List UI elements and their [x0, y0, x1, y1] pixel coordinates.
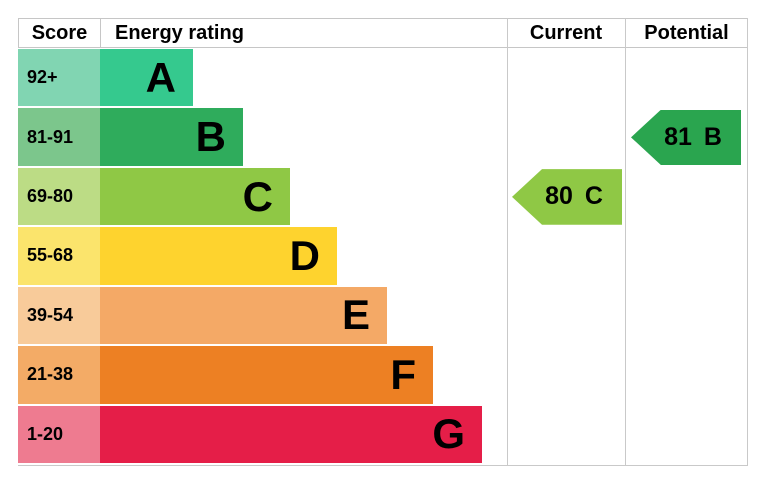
band-letter: E: [341, 291, 370, 339]
column-header-score: Score: [18, 19, 100, 47]
table-header: Score Energy rating Current Potential: [18, 18, 748, 48]
column-header-potential: Potential: [644, 21, 729, 44]
band-letter: F: [390, 350, 416, 398]
band-bar: E: [100, 286, 387, 345]
band-letter: A: [145, 53, 176, 101]
potential-rating-letter: B: [703, 122, 722, 151]
band-letter: D: [289, 231, 320, 279]
band-bar: F: [100, 346, 433, 404]
rating-table: Score Energy rating Current Potential 92…: [18, 18, 748, 466]
band-row: 1-20 G: [18, 405, 748, 465]
band-row: 21-38 F: [18, 346, 748, 405]
band-bar: D: [100, 227, 337, 285]
band-bar: B: [100, 108, 243, 166]
band-row: 69-80 C: [18, 167, 748, 227]
band-score-range: 69-80: [18, 167, 100, 226]
current-rating-letter: C: [584, 182, 603, 211]
current-column-divider: [507, 18, 508, 466]
column-header-energy-rating: Energy rating: [100, 19, 507, 47]
table-right-border: [747, 18, 748, 466]
band-score-range: 21-38: [18, 346, 100, 404]
column-header-current: Current: [529, 21, 603, 44]
band-score-range: 81-91: [18, 108, 100, 166]
potential-rating-value: 81: [664, 122, 692, 151]
band-letter: B: [195, 113, 226, 161]
band-score-range: 55-68: [18, 227, 100, 285]
band-row: 55-68 D: [18, 227, 748, 286]
band-score-range: 92+: [18, 49, 100, 107]
band-row: 92+ A: [18, 49, 748, 108]
band-bar: C: [100, 167, 290, 226]
band-letter: C: [242, 172, 273, 220]
band-letter: G: [432, 410, 465, 458]
band-score-range: 1-20: [18, 405, 100, 463]
band-row: 39-54 E: [18, 286, 748, 346]
rating-bands: 92+ A 81-91 B 69-80 C 55-68 D 39-54 E 21…: [18, 49, 748, 465]
potential-column-divider: [625, 18, 626, 466]
band-bar: A: [100, 49, 193, 107]
band-bar: G: [100, 405, 482, 463]
current-rating-value: 80: [545, 182, 573, 211]
band-score-range: 39-54: [18, 286, 100, 345]
table-bottom-border: [18, 465, 748, 466]
band-row: 81-91 B: [18, 108, 748, 167]
